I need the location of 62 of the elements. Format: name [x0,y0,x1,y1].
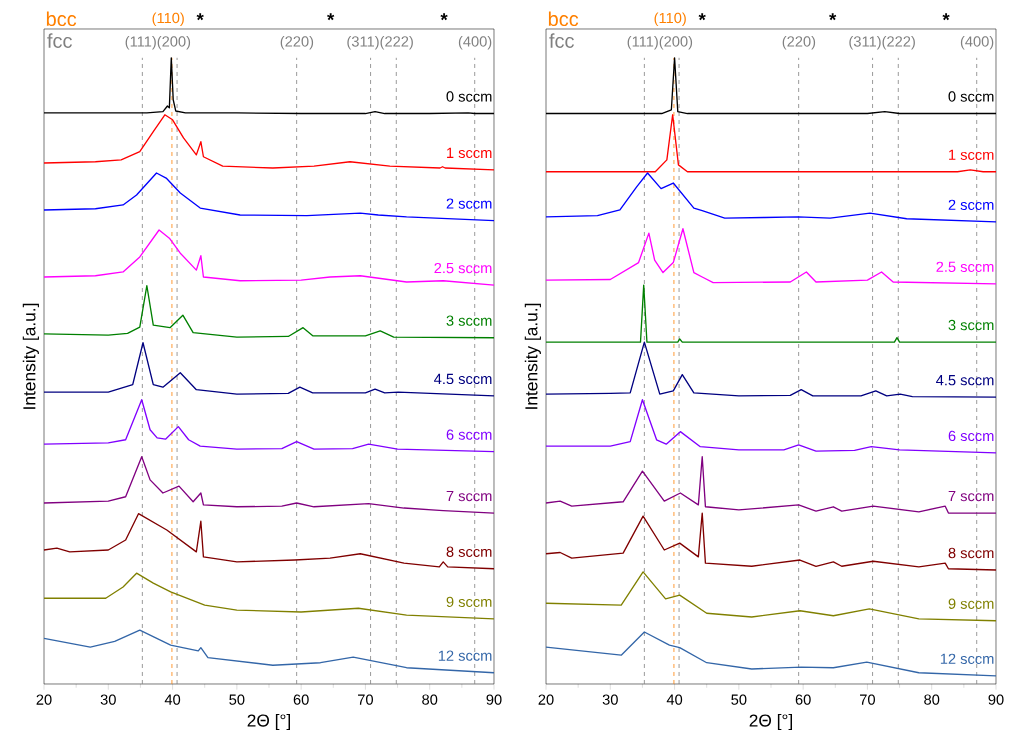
x-tick-label: 60 [293,694,309,705]
series-label: 0 sccm [948,91,994,102]
text: (110) [152,12,184,27]
text: * [698,13,706,21]
series-label: 4.5 sccm [434,373,492,385]
y-axis-title: Intensity [a.u.] [22,303,39,409]
series-label: 3 sccm [948,319,994,331]
x-tick-label: 70 [860,694,875,705]
text: (111)(200) [627,35,693,50]
x-axis-title: 2Θ [°] [247,713,290,731]
text: (220) [782,35,816,50]
text: * [942,13,950,21]
series-label: 1 sccm [447,147,492,159]
x-tick-label: 80 [924,694,940,705]
x-tick-label: 20 [538,694,554,705]
x-tick-label: 70 [358,694,373,705]
series-label: 8 sccm [446,546,492,557]
series-label: 12 sccm [438,650,492,661]
x-tick-label: 30 [602,694,618,705]
x-tick-label: 80 [422,694,438,705]
text: * [196,13,204,21]
x-tick-label: 30 [100,694,116,705]
text: * [829,13,837,21]
series-label: 12 sccm [940,653,994,665]
series-label: 9 sccm [446,596,492,608]
series-label: 2 sccm [446,198,492,209]
x-tick-label: 60 [795,694,811,705]
x-tick-label: 50 [731,694,747,705]
x-tick-label: 40 [666,694,683,705]
x-tick-label: 50 [229,694,245,705]
x-tick-label: 20 [36,694,52,705]
text: * [327,13,335,21]
series-label: 4.5 sccm [936,375,994,386]
series-label: 2 sccm [948,199,994,211]
text: (311)(222) [347,35,413,50]
series-label: 7 sccm [446,490,492,502]
series-label: 3 sccm [446,315,492,326]
series-label: 0 sccm [446,91,492,102]
text: (311)(222) [849,35,915,50]
text: bcc [548,11,579,27]
series-label: 6 sccm [948,430,994,442]
x-tick-label: 40 [164,694,181,705]
text: * [440,13,448,21]
x-axis-title: 2Θ [°] [749,713,792,731]
series-label: 9 sccm [948,598,994,609]
series-label: 6 sccm [446,429,492,440]
text: fcc [47,33,72,48]
text: (220) [280,35,314,50]
x-tick-label: 90 [486,694,502,705]
y-axis-title: Intensity [a.u.] [524,303,541,409]
x-tick-label: 90 [988,694,1004,705]
text: bcc [46,11,77,27]
series-label: 8 sccm [948,547,994,559]
series-label: 1 sccm [949,149,994,160]
series-label: 2.5 sccm [434,262,492,274]
series-label: 2.5 sccm [936,261,994,273]
text: fcc [549,33,574,48]
text: (400) [458,35,492,50]
text: (110) [654,12,686,27]
text: (111)(200) [125,35,191,50]
text: (400) [960,35,994,50]
series-label: 7 sccm [948,490,994,502]
